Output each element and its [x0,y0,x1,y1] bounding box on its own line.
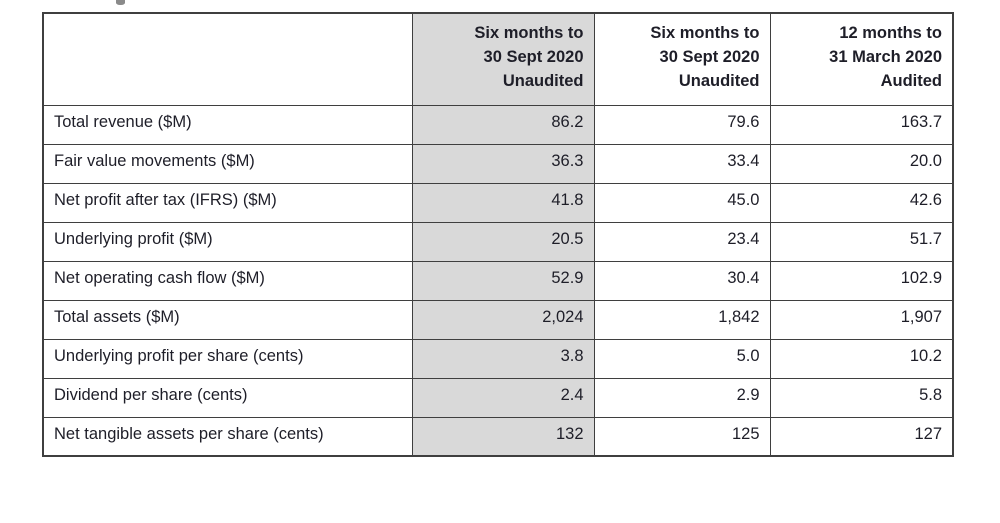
row-value: 86.2 [411,104,595,145]
row-label: Net profit after tax (IFRS) ($M) [42,182,413,223]
row-value: 42.6 [769,182,954,223]
row-value: 36.3 [411,143,595,184]
row-value: 52.9 [411,260,595,301]
financial-summary-table: Six months to 30 Sept 2020 Unaudited Six m… [42,12,954,457]
table-row: Net operating cash flow ($M) 52.9 30.4 1… [42,260,954,301]
header-line: 31 March 2020 [829,47,942,66]
header-row: Six months to 30 Sept 2020 Unaudited Six m… [42,12,954,106]
header-line: Six months to [650,24,760,42]
row-value: 2.4 [411,377,595,418]
row-value: 2,024 [411,299,595,340]
header-cell-twelve-months-2020: 12 months to 31 March 2020 Audited [769,12,954,106]
header-line: 30 Sept 2020 [659,47,760,66]
header-line: Unaudited [502,71,584,90]
row-label: Net operating cash flow ($M) [42,260,413,301]
header-line: 30 Sept 2020 [483,47,584,66]
header-cell-empty [42,12,413,106]
table-row: Dividend per share (cents) 2.4 2.9 5.8 [42,377,954,418]
row-label: Net tangible assets per share (cents) [42,416,413,457]
header-line: Six months to [474,24,584,42]
row-label: Underlying profit per share (cents) [42,338,413,379]
row-value: 41.8 [411,182,595,223]
row-value: 20.0 [769,143,954,184]
row-label: Dividend per share (cents) [42,377,413,418]
table-row: Net tangible assets per share (cents) 13… [42,416,954,457]
cropped-text-remnant [116,0,125,5]
row-value: 51.7 [769,221,954,262]
row-value: 20.5 [411,221,595,262]
table-row: Total revenue ($M) 86.2 79.6 163.7 [42,104,954,145]
row-value: 33.4 [593,143,771,184]
header-line: Audited [880,71,942,90]
row-value: 3.8 [411,338,595,379]
row-value: 1,907 [769,299,954,340]
table-row: Total assets ($M) 2,024 1,842 1,907 [42,299,954,340]
row-value: 30.4 [593,260,771,301]
row-value: 163.7 [769,104,954,145]
row-value: 2.9 [593,377,771,418]
header-line: Unaudited [678,71,760,90]
row-value: 1,842 [593,299,771,340]
table-row: Fair value movements ($M) 36.3 33.4 20.0 [42,143,954,184]
header-line: 12 months to [839,24,942,42]
table-row: Net profit after tax (IFRS) ($M) 41.8 45… [42,182,954,223]
row-label: Fair value movements ($M) [42,143,413,184]
row-value: 5.0 [593,338,771,379]
header-cell-six-months-2020: Six months to 30 Sept 2020 Unaudited [593,12,771,106]
row-value: 5.8 [769,377,954,418]
row-label: Total assets ($M) [42,299,413,340]
row-value: 10.2 [769,338,954,379]
row-value: 102.9 [769,260,954,301]
row-label: Underlying profit ($M) [42,221,413,262]
row-value: 125 [593,416,771,457]
table-row: Underlying profit ($M) 20.5 23.4 51.7 [42,221,954,262]
row-label: Total revenue ($M) [42,104,413,145]
row-value: 132 [411,416,595,457]
row-value: 23.4 [593,221,771,262]
row-value: 45.0 [593,182,771,223]
row-value: 127 [769,416,954,457]
table-row: Underlying profit per share (cents) 3.8 … [42,338,954,379]
header-cell-six-months-2020-shaded: Six months to 30 Sept 2020 Unaudited [411,12,595,106]
row-value: 79.6 [593,104,771,145]
